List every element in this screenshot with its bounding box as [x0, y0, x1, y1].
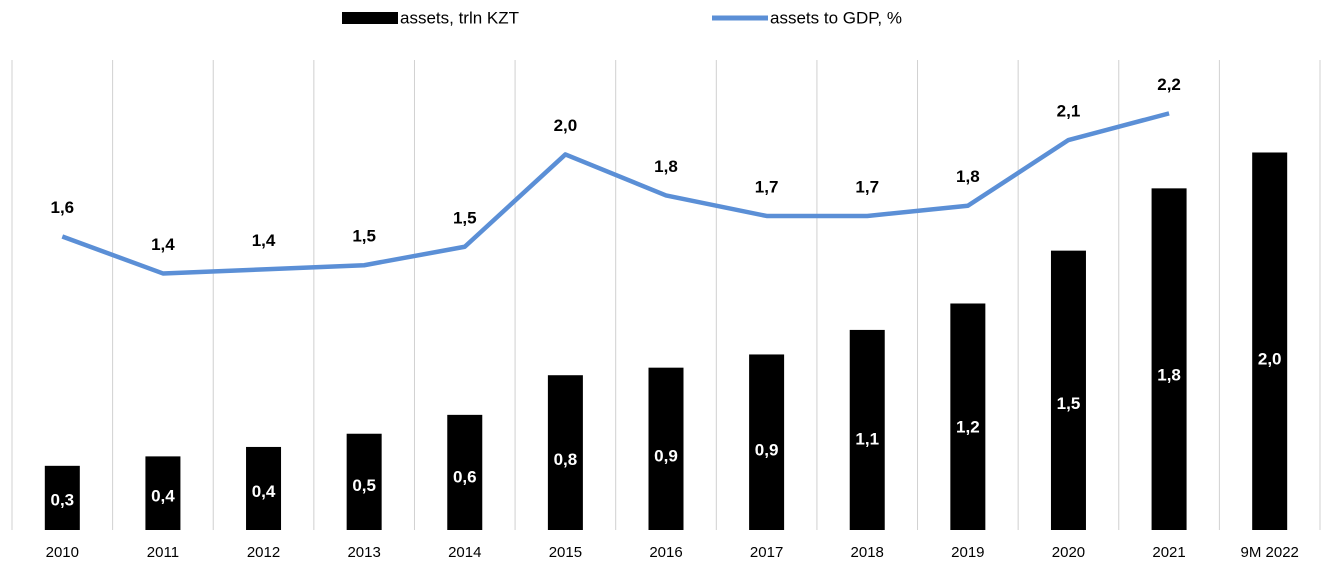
bar: [346, 433, 382, 530]
legend-label: assets, trln KZT: [400, 8, 519, 27]
bar-value-label: 1,2: [956, 418, 980, 437]
bar: [749, 354, 785, 530]
line-value-label: 1,7: [855, 177, 879, 196]
x-tick-label: 9M 2022: [1241, 544, 1299, 561]
x-tick-label: 2014: [448, 544, 481, 561]
bar-value-label: 0,9: [654, 446, 678, 465]
x-tick-label: 2021: [1152, 544, 1185, 561]
line-value-label: 1,8: [956, 167, 980, 186]
bar: [447, 414, 483, 530]
bar-value-label: 1,1: [855, 429, 879, 448]
x-tick-label: 2020: [1052, 544, 1085, 561]
line-value-label: 2,1: [1057, 102, 1081, 121]
bar: [950, 303, 986, 530]
bar-value-label: 1,5: [1057, 394, 1081, 413]
x-tick-label: 2016: [649, 544, 682, 561]
legend-swatch: [342, 12, 398, 24]
bar: [648, 367, 684, 530]
bar: [145, 456, 181, 530]
line-value-label: 1,4: [252, 231, 276, 250]
bar-value-label: 0,3: [50, 491, 74, 510]
line-value-label: 2,0: [554, 116, 578, 135]
line-value-label: 1,5: [352, 227, 376, 246]
bar-value-label: 2,0: [1258, 350, 1282, 369]
bar: [1252, 152, 1288, 530]
line-value-label: 1,5: [453, 208, 477, 227]
x-tick-label: 2018: [851, 544, 884, 561]
line-value-label: 1,8: [654, 157, 678, 176]
x-tick-label: 2012: [247, 544, 280, 561]
bar: [1050, 250, 1086, 530]
bar: [849, 329, 885, 530]
bar: [246, 446, 282, 530]
line-value-label: 2,2: [1157, 75, 1181, 94]
bar-value-label: 0,6: [453, 468, 477, 487]
bar: [1151, 188, 1187, 531]
x-tick-label: 2011: [147, 544, 179, 561]
bar-value-label: 0,4: [151, 486, 175, 505]
bar-value-label: 1,8: [1157, 366, 1181, 385]
bar: [44, 465, 80, 530]
line-value-label: 1,6: [50, 198, 74, 217]
x-tick-label: 2013: [347, 544, 380, 561]
x-tick-label: 2017: [750, 544, 783, 561]
bar-value-label: 0,9: [755, 440, 779, 459]
line-value-label: 1,7: [755, 177, 779, 196]
bar: [547, 375, 583, 530]
line: [61, 111, 1170, 276]
x-tick-label: 2010: [46, 544, 79, 561]
bar-value-label: 0,5: [352, 476, 376, 495]
x-tick-label: 2015: [549, 544, 582, 561]
legend-label: assets to GDP, %: [770, 8, 902, 27]
line-value-label: 1,4: [151, 235, 175, 254]
x-tick-label: 2019: [951, 544, 984, 561]
bar-value-label: 0,4: [252, 482, 276, 501]
bar-value-label: 0,8: [554, 450, 578, 469]
